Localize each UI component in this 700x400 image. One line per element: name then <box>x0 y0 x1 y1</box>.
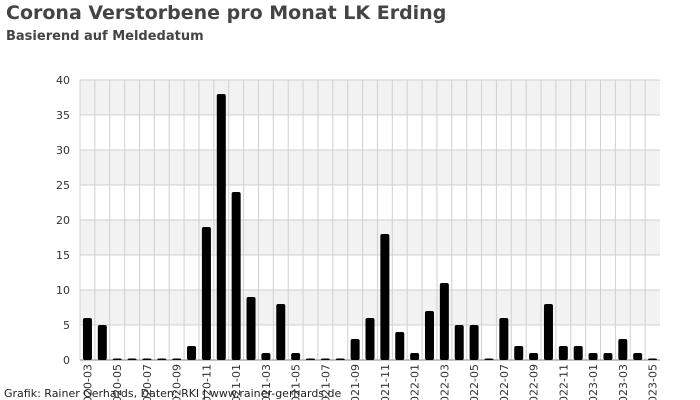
bar <box>97 325 107 360</box>
bar <box>558 346 568 360</box>
x-tick-label: 2020-07 <box>141 364 154 400</box>
bar <box>424 311 434 360</box>
bar <box>543 304 553 360</box>
bar <box>216 94 226 360</box>
x-tick-label: 2022-07 <box>498 364 511 400</box>
y-tick-label: 10 <box>56 284 70 297</box>
bar <box>231 192 241 360</box>
bar <box>499 318 509 360</box>
bar <box>187 346 197 360</box>
bar <box>127 358 137 360</box>
x-tick-label: 2020-03 <box>81 364 94 400</box>
grid-band <box>80 80 660 115</box>
bar <box>157 358 167 360</box>
y-tick-label: 5 <box>63 319 70 332</box>
chart-title: Corona Verstorbene pro Monat LK Erding <box>6 2 446 24</box>
bar <box>201 227 211 360</box>
bar <box>291 353 301 360</box>
bar <box>246 297 256 360</box>
x-tick-label: 2020-05 <box>111 364 124 400</box>
bar <box>395 332 405 360</box>
bar <box>410 353 420 360</box>
x-tick-label: 2020-09 <box>171 364 184 400</box>
bar <box>142 358 152 360</box>
y-tick-label: 30 <box>56 144 70 157</box>
bar <box>454 325 464 360</box>
footer: Grafik: Rainer Gerhards, Daten: RKI | ww… <box>4 387 342 400</box>
bar <box>484 358 494 360</box>
x-tick-label: 2021-09 <box>349 364 362 400</box>
x-tick-label: 2021-11 <box>379 364 392 400</box>
y-tick-label: 35 <box>56 109 70 122</box>
bar <box>588 353 598 360</box>
y-tick-label: 0 <box>63 354 70 367</box>
x-tick-label: 2023-05 <box>647 364 660 400</box>
x-tick-label: 2022-01 <box>409 364 422 400</box>
bar <box>380 234 390 360</box>
x-tick-label: 2021-01 <box>230 364 243 400</box>
bar <box>335 358 345 360</box>
bar <box>350 339 360 360</box>
chart-subtitle: Basierend auf Meldedatum <box>6 29 204 44</box>
x-tick-label: 2021-05 <box>290 364 303 400</box>
x-tick-label: 2021-03 <box>260 364 273 400</box>
x-tick-label: 2022-09 <box>528 364 541 400</box>
bar <box>469 325 479 360</box>
bar <box>365 318 375 360</box>
bar <box>306 358 316 360</box>
bar <box>320 358 330 360</box>
bar <box>439 283 449 360</box>
bar <box>603 353 613 360</box>
bar <box>261 353 271 360</box>
x-tick-label: 2022-03 <box>438 364 451 400</box>
bar <box>276 304 286 360</box>
bar <box>618 339 628 360</box>
bar <box>529 353 539 360</box>
y-tick-label: 15 <box>56 249 70 262</box>
bar <box>172 358 182 360</box>
x-tick-label: 2022-05 <box>468 364 481 400</box>
grid-band <box>80 150 660 185</box>
bar <box>573 346 583 360</box>
y-tick-label: 25 <box>56 179 70 192</box>
bar <box>514 346 524 360</box>
y-tick-label: 40 <box>56 74 70 87</box>
x-tick-label: 2023-01 <box>587 364 600 400</box>
x-tick-label: 2021-07 <box>319 364 332 400</box>
x-tick-label: 2020-11 <box>200 364 213 400</box>
bar <box>112 358 122 360</box>
y-tick-label: 20 <box>56 214 70 227</box>
x-tick-label: 2023-03 <box>617 364 630 400</box>
bar <box>648 358 658 360</box>
bar <box>82 318 92 360</box>
grid-band <box>80 220 660 255</box>
bar <box>633 353 643 360</box>
x-tick-label: 2022-11 <box>557 364 570 400</box>
